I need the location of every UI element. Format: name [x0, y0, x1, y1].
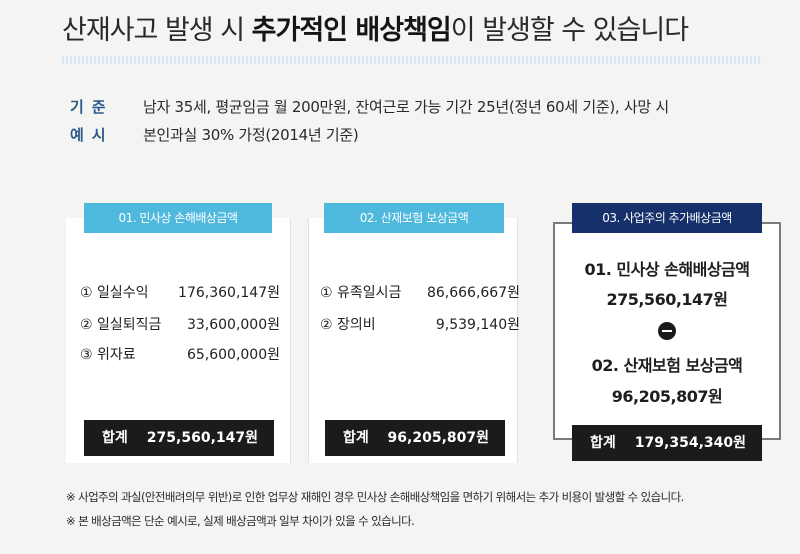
item-label: ① 일실수익 [80, 285, 149, 301]
total-label: 합계 [590, 435, 616, 451]
total-label: 합계 [102, 430, 128, 446]
total-value: 96,205,807원 [387, 430, 489, 446]
minus-icon [658, 322, 676, 340]
title-divider [62, 56, 762, 64]
item-label: ② 일실퇴직금 [80, 317, 162, 333]
item-value: 86,666,667원 [426, 285, 520, 301]
total-value: 275,560,147원 [146, 430, 258, 446]
panel-civil-damages-tab: 01. 민사상 손해배상금액 [84, 203, 272, 233]
total-bar-civil: 합계 275,560,147원 [84, 420, 274, 456]
item-value: 65,600,000원 [186, 347, 280, 363]
panel-additional-liability-tab: 03. 사업주의 추가배상금액 [572, 203, 762, 233]
title-part3: 이 발생할 수 있습니다 [450, 15, 689, 46]
standard-label-2: 예시 [70, 126, 114, 144]
item-value: 33,600,000원 [186, 317, 280, 333]
item-value: 176,360,147원 [178, 285, 280, 301]
total-bar-insurance: 합계 96,205,807원 [325, 420, 505, 456]
item-value: 9,539,140원 [435, 317, 520, 333]
standard-line-1: 남자 35세, 평균임금 월 200만원, 잔여근로 가능 기간 25년(정년 … [143, 98, 669, 116]
calc-value-civil: 275,560,147원 [606, 290, 728, 309]
calc-line-civil: 01. 민사상 손해배상금액 [584, 260, 750, 279]
standard-label-1: 기준 [70, 98, 114, 116]
standard-line-2: 본인과실 30% 가정(2014년 기준) [143, 126, 359, 144]
item-label: ③ 위자료 [80, 347, 136, 363]
title-part2: 추가적인 배상책임 [251, 15, 452, 46]
calc-line-insurance: 02. 산재보험 보상금액 [591, 356, 743, 375]
item-label: ① 유족일시금 [320, 285, 402, 301]
total-value: 179,354,340원 [634, 435, 746, 451]
title-part1: 산재사고 발생 시 [62, 15, 252, 46]
footnote-1: ※ 사업주의 과실(안전배려의무 위반)로 인한 업무상 재해인 경우 민사상 … [66, 490, 684, 504]
panel-insurance-compensation-tab: 02. 산재보험 보상금액 [324, 203, 504, 233]
page-title: 산재사고 발생 시 추가적인 배상책임이 발생할 수 있습니다 [62, 8, 689, 47]
item-label: ② 장의비 [320, 317, 376, 333]
footnote-2: ※ 본 배상금액은 단순 예시로, 실제 배상금액과 일부 차이가 있을 수 있… [66, 514, 415, 528]
calc-value-insurance: 96,205,807원 [611, 387, 723, 406]
total-bar-additional: 합계 179,354,340원 [572, 425, 762, 461]
total-label: 합계 [343, 430, 369, 446]
